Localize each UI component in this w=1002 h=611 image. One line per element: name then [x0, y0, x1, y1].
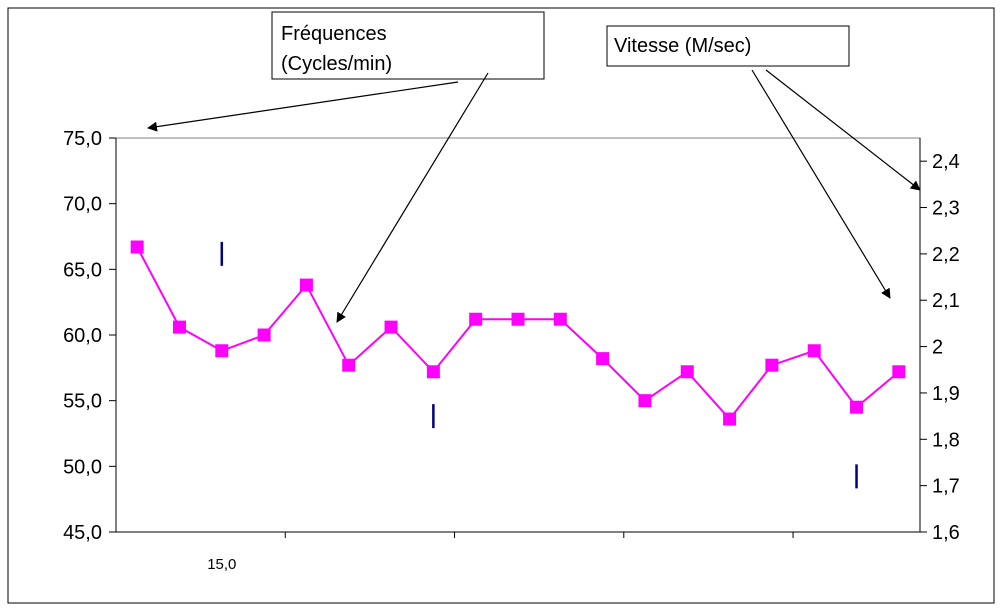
frequences-point [596, 352, 610, 366]
annotation-frequences-box [271, 11, 545, 80]
plot-area [115, 137, 921, 533]
frequences-point [892, 365, 906, 379]
right-axis-tick-label: 2,4 [932, 151, 960, 173]
right-axis-tick-label: 1,8 [932, 429, 960, 451]
annotation-vitesse-line-1: Vitesse (M/sec) [614, 35, 751, 57]
left-axis-tick-label: 70,0 [63, 194, 102, 216]
frequences-point [342, 358, 356, 372]
right-axis-tick-label: 2,1 [932, 290, 960, 312]
left-axis-tick-label: 60,0 [63, 325, 102, 347]
frequences-point [257, 328, 271, 342]
left-axis-tick-label: 45,0 [63, 522, 102, 544]
frequences-point [680, 365, 694, 379]
frequences-point [384, 320, 398, 334]
frequences-point [765, 358, 779, 372]
left-axis-tick-label: 65,0 [63, 259, 102, 281]
frequences-point [850, 400, 864, 414]
left-axis-tick-label: 50,0 [63, 456, 102, 478]
left-axis-ticks: 45,0 50,0 55,0 60,0 65,0 70,0 75,0 [63, 128, 116, 544]
right-axis-tick-label: 2 [932, 337, 943, 359]
annotation-frequences-line-1: Fréquences [281, 23, 387, 45]
right-axis-tick-label: 1,6 [932, 522, 960, 544]
right-axis-ticks: 1,6 1,7 1,8 1,9 2 2,1 2,2 2,3 2,4 [920, 151, 960, 544]
frequences-point [469, 312, 483, 326]
chart-border [7, 7, 995, 604]
right-axis-tick-label: 2,3 [932, 198, 960, 220]
frequences-point [215, 344, 229, 358]
x-axis-tick-label: 15,0 [207, 556, 236, 573]
frequences-point [553, 312, 567, 326]
annotation-frequences-arrow-down [336, 72, 489, 323]
frequences-point [723, 412, 737, 426]
left-axis-tick-label: 55,0 [63, 391, 102, 413]
right-axis-tick-label: 1,9 [932, 383, 960, 405]
annotation-frequences: Fréquences (Cycles/min) [147, 11, 545, 323]
right-axis-tick-label: 2,2 [932, 244, 960, 266]
left-axis-tick-label: 75,0 [63, 128, 102, 150]
x-axis-ticks: 15,0 [207, 532, 794, 573]
frequences-point [511, 312, 525, 326]
frequences-point [130, 240, 144, 254]
annotation-vitesse-box [606, 25, 850, 67]
frequences-point [299, 278, 313, 292]
frequences-point [172, 320, 186, 334]
frequences-point [638, 394, 652, 408]
annotation-vitesse-arrow-upper [765, 69, 921, 191]
annotation-frequences-arrow-left [147, 81, 459, 132]
annotation-vitesse-arrow-lower [751, 69, 891, 299]
frequences-point [807, 344, 821, 358]
annotation-frequences-line-2: (Cycles/min) [281, 53, 392, 75]
right-axis-tick-label: 1,7 [932, 476, 960, 498]
frequences-point [426, 365, 440, 379]
annotation-vitesse: Vitesse (M/sec) [606, 25, 921, 299]
series-layer [130, 240, 906, 489]
